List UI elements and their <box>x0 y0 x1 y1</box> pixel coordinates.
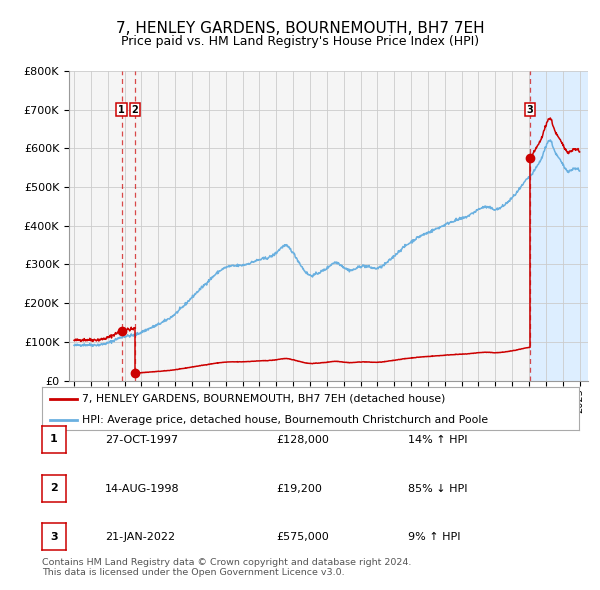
Text: 14-AUG-1998: 14-AUG-1998 <box>105 484 179 493</box>
Text: 2: 2 <box>50 483 58 493</box>
Text: £19,200: £19,200 <box>276 484 322 493</box>
Text: 9% ↑ HPI: 9% ↑ HPI <box>408 532 461 542</box>
Text: 27-OCT-1997: 27-OCT-1997 <box>105 435 178 444</box>
Text: 7, HENLEY GARDENS, BOURNEMOUTH, BH7 7EH: 7, HENLEY GARDENS, BOURNEMOUTH, BH7 7EH <box>116 21 484 35</box>
Text: 21-JAN-2022: 21-JAN-2022 <box>105 532 175 542</box>
Text: 7, HENLEY GARDENS, BOURNEMOUTH, BH7 7EH (detached house): 7, HENLEY GARDENS, BOURNEMOUTH, BH7 7EH … <box>82 394 446 404</box>
Text: £575,000: £575,000 <box>276 532 329 542</box>
Text: 85% ↓ HPI: 85% ↓ HPI <box>408 484 467 493</box>
Text: HPI: Average price, detached house, Bournemouth Christchurch and Poole: HPI: Average price, detached house, Bour… <box>82 415 488 425</box>
Text: 2: 2 <box>131 104 139 114</box>
Text: 3: 3 <box>50 532 58 542</box>
Text: 14% ↑ HPI: 14% ↑ HPI <box>408 435 467 444</box>
Text: £128,000: £128,000 <box>276 435 329 444</box>
Text: 1: 1 <box>50 434 58 444</box>
Text: Contains HM Land Registry data © Crown copyright and database right 2024.
This d: Contains HM Land Registry data © Crown c… <box>42 558 412 577</box>
Text: Price paid vs. HM Land Registry's House Price Index (HPI): Price paid vs. HM Land Registry's House … <box>121 35 479 48</box>
Text: 3: 3 <box>527 104 533 114</box>
Text: 1: 1 <box>118 104 125 114</box>
Bar <box>530 71 588 381</box>
